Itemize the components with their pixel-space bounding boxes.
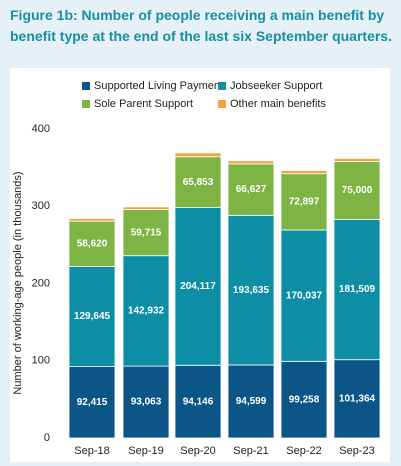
x-tick-label: Sep-23	[339, 445, 374, 457]
value-label: 129,645	[74, 311, 111, 322]
bar-segment	[227, 214, 275, 366]
value-label: 72,897	[289, 196, 320, 207]
legend-label: Other main benefits	[230, 98, 326, 110]
bar-segment	[333, 158, 381, 162]
value-label: 59,715	[131, 227, 162, 238]
value-label: 94,599	[236, 396, 267, 407]
legend-label: Jobseeker Support	[230, 80, 322, 92]
bar-segment	[174, 207, 222, 366]
bar-segment	[280, 360, 328, 439]
x-tick-label: Sep-20	[180, 445, 215, 457]
y-tick-label: 100	[32, 355, 50, 367]
y-tick-label: 400	[32, 123, 50, 135]
bar-segment	[333, 161, 381, 220]
bar-segment	[122, 206, 170, 210]
legend-label: Supported Living Payment	[94, 80, 223, 92]
bar-segment	[280, 170, 328, 175]
chart-title: benefit type at the end of the last six …	[10, 28, 392, 44]
x-tick-label: Sep-19	[128, 445, 163, 457]
y-tick-label: 0	[44, 432, 50, 444]
value-label: 94,146	[183, 396, 214, 407]
legend-swatch	[82, 100, 90, 108]
value-label: 65,853	[183, 177, 214, 188]
x-tick-label: Sep-18	[74, 445, 109, 457]
bar-segment	[174, 152, 222, 158]
bar-segment	[122, 209, 170, 257]
bar-segment	[280, 229, 328, 362]
chart-title: Figure 1b: Number of people receiving a …	[10, 7, 384, 23]
value-label: 193,635	[233, 285, 270, 296]
bar-segment	[68, 220, 116, 267]
bar-segment	[333, 359, 381, 439]
value-label: 75,000	[342, 185, 373, 196]
bar-segment	[174, 364, 222, 439]
value-label: 101,364	[339, 393, 376, 404]
value-label: 181,509	[339, 284, 376, 295]
bar-segment	[122, 255, 170, 367]
legend-swatch	[218, 82, 226, 90]
bar-segment	[227, 163, 275, 216]
bar-segment	[68, 218, 116, 222]
bar-segment	[174, 156, 222, 208]
legend-label: Sole Parent Support	[94, 98, 193, 110]
y-axis-label: Number of working-age people (in thousan…	[12, 171, 24, 394]
legend-swatch	[218, 100, 226, 108]
y-tick-label: 200	[32, 277, 50, 289]
value-label: 58,620	[77, 238, 108, 249]
x-tick-label: Sep-21	[233, 445, 268, 457]
value-label: 93,063	[131, 397, 162, 408]
bar-segment	[333, 219, 381, 361]
legend-swatch	[82, 82, 90, 90]
value-label: 142,932	[128, 306, 165, 317]
y-tick-label: 300	[32, 200, 50, 212]
value-label: 66,627	[236, 184, 267, 195]
value-label: 92,415	[77, 397, 108, 408]
value-label: 99,258	[289, 394, 320, 405]
bar-segment	[68, 366, 116, 439]
bar-segment	[280, 173, 328, 231]
bar-segment	[227, 160, 275, 165]
value-label: 204,117	[180, 281, 216, 292]
x-tick-label: Sep-22	[286, 445, 321, 457]
bar-segment	[122, 365, 170, 439]
value-label: 170,037	[286, 290, 323, 301]
